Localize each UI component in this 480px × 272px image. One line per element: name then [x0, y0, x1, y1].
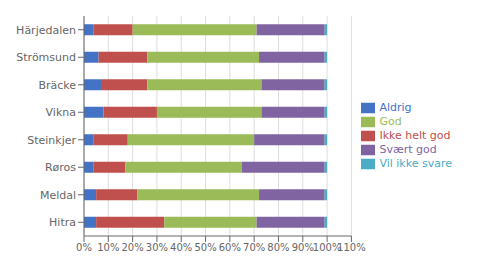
svg-text:Strömsund: Strömsund — [16, 51, 76, 64]
html-text:Svært god: Svært god — [379, 143, 437, 156]
svg-text:110%: 110% — [337, 242, 366, 253]
svg-text:70%: 70% — [243, 242, 265, 253]
svg-text:80%: 80% — [267, 242, 289, 253]
svg-text:60%: 60% — [219, 242, 241, 253]
html-text:Ikke helt god: Ikke helt god — [379, 129, 451, 142]
svg-text:Vikna: Vikna — [46, 106, 76, 119]
svg-text:50%: 50% — [194, 242, 216, 253]
svg-text:100%: 100% — [312, 242, 342, 254]
svg-text:30%: 30% — [146, 242, 168, 253]
html-text:Vil ikke svare: Vil ikke svare — [379, 157, 452, 170]
svg-text:0%: 0% — [76, 242, 92, 253]
svg-text:40%: 40% — [170, 242, 192, 253]
html-text:Aldrig: Aldrig — [379, 101, 412, 114]
svg-text:Hitra: Hitra — [49, 216, 76, 229]
svg-text:Røros: Røros — [45, 161, 76, 174]
svg-text:90%: 90% — [292, 242, 314, 253]
svg-text:20%: 20% — [122, 242, 144, 253]
svg-text:Härjedalen: Härjedalen — [16, 24, 76, 37]
html-text:God: God — [379, 115, 402, 128]
svg-text:10%: 10% — [97, 242, 119, 253]
svg-text:Steinkjer: Steinkjer — [27, 134, 76, 147]
svg-text:Bräcke: Bräcke — [38, 79, 76, 92]
svg-text:Meldal: Meldal — [40, 189, 76, 202]
